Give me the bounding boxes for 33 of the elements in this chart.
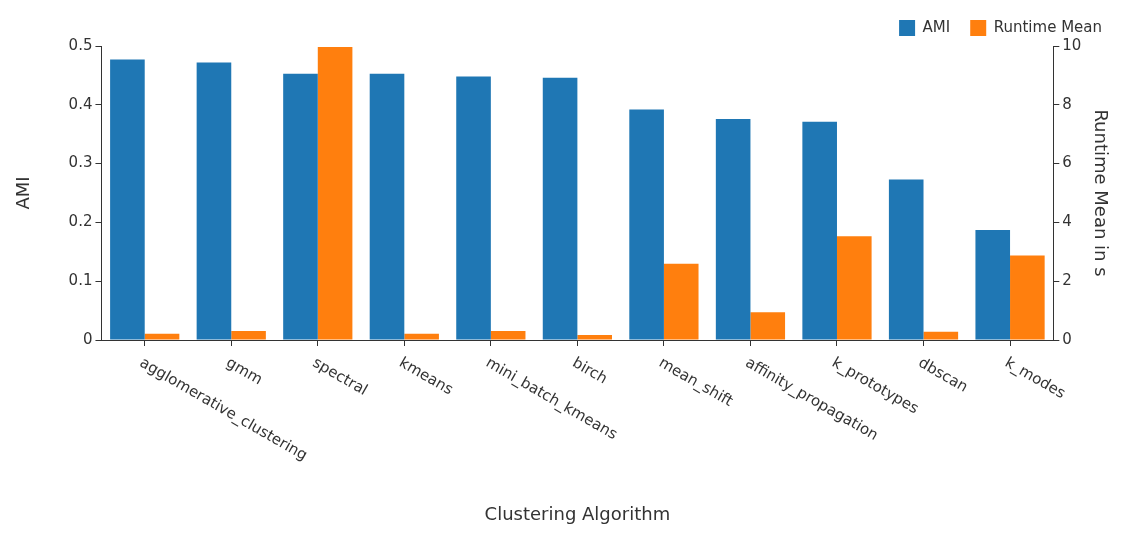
x-axis-title: Clustering Algorithm: [484, 502, 671, 524]
legend-label: Runtime Mean: [993, 17, 1103, 36]
y-tick-label: 0.4: [68, 94, 93, 113]
bar: [715, 118, 751, 340]
bar: [750, 312, 786, 340]
y-tick-label: 0: [82, 329, 93, 348]
bar: [404, 333, 439, 340]
y2-tick-label: 4: [1062, 212, 1072, 231]
y-axis-title: AMI: [12, 176, 34, 210]
bar: [923, 331, 959, 340]
bar: [110, 59, 145, 340]
y-tick-label: 0.5: [68, 35, 93, 54]
bar: [196, 62, 232, 340]
y2-axis-title: Runtime Mean in s: [1090, 109, 1112, 277]
bar: [802, 121, 837, 340]
legend-label: AMI: [922, 17, 951, 36]
y2-tick-label: 0: [1062, 329, 1072, 348]
bar: [542, 77, 578, 340]
y-tick-label: 0.3: [68, 153, 93, 172]
y2-tick-label: 10: [1062, 35, 1082, 54]
bar: [490, 330, 526, 340]
y2-tick-label: 8: [1062, 94, 1072, 113]
bar: [144, 333, 180, 340]
y-tick-label: 0.1: [68, 271, 93, 290]
bar: [231, 330, 266, 340]
y2-tick-label: 2: [1062, 271, 1072, 290]
bar: [577, 335, 612, 340]
bar: [629, 109, 664, 340]
bar: [369, 73, 405, 340]
bar: [888, 179, 924, 340]
y2-tick-label: 6: [1062, 153, 1072, 172]
y-tick-label: 0.2: [68, 212, 93, 231]
bar: [456, 76, 491, 340]
